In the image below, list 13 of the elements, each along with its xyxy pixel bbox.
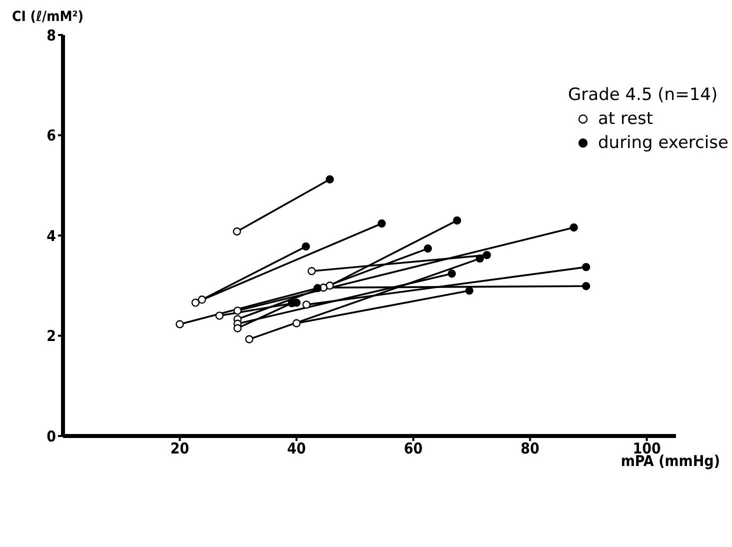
x-tick-label: 80	[520, 440, 540, 458]
y-tick-label: 4	[46, 226, 56, 245]
x-tick-label: 40	[287, 440, 306, 458]
x-tick-label: 20	[170, 440, 190, 458]
legend-title: Grade 4.5 (n=14)	[568, 84, 719, 107]
y-tick-label: 0	[46, 427, 56, 446]
y-tick-label: 2	[46, 327, 56, 346]
y-tick-label: 8	[46, 26, 56, 44]
y-axis-title: CI (ℓ/mM²)	[12, 9, 84, 25]
legend-label: during exercise	[598, 132, 728, 155]
legend-label: at rest	[598, 108, 654, 131]
y-tick-label: 6	[46, 126, 56, 145]
x-tick-label: 60	[404, 440, 423, 458]
